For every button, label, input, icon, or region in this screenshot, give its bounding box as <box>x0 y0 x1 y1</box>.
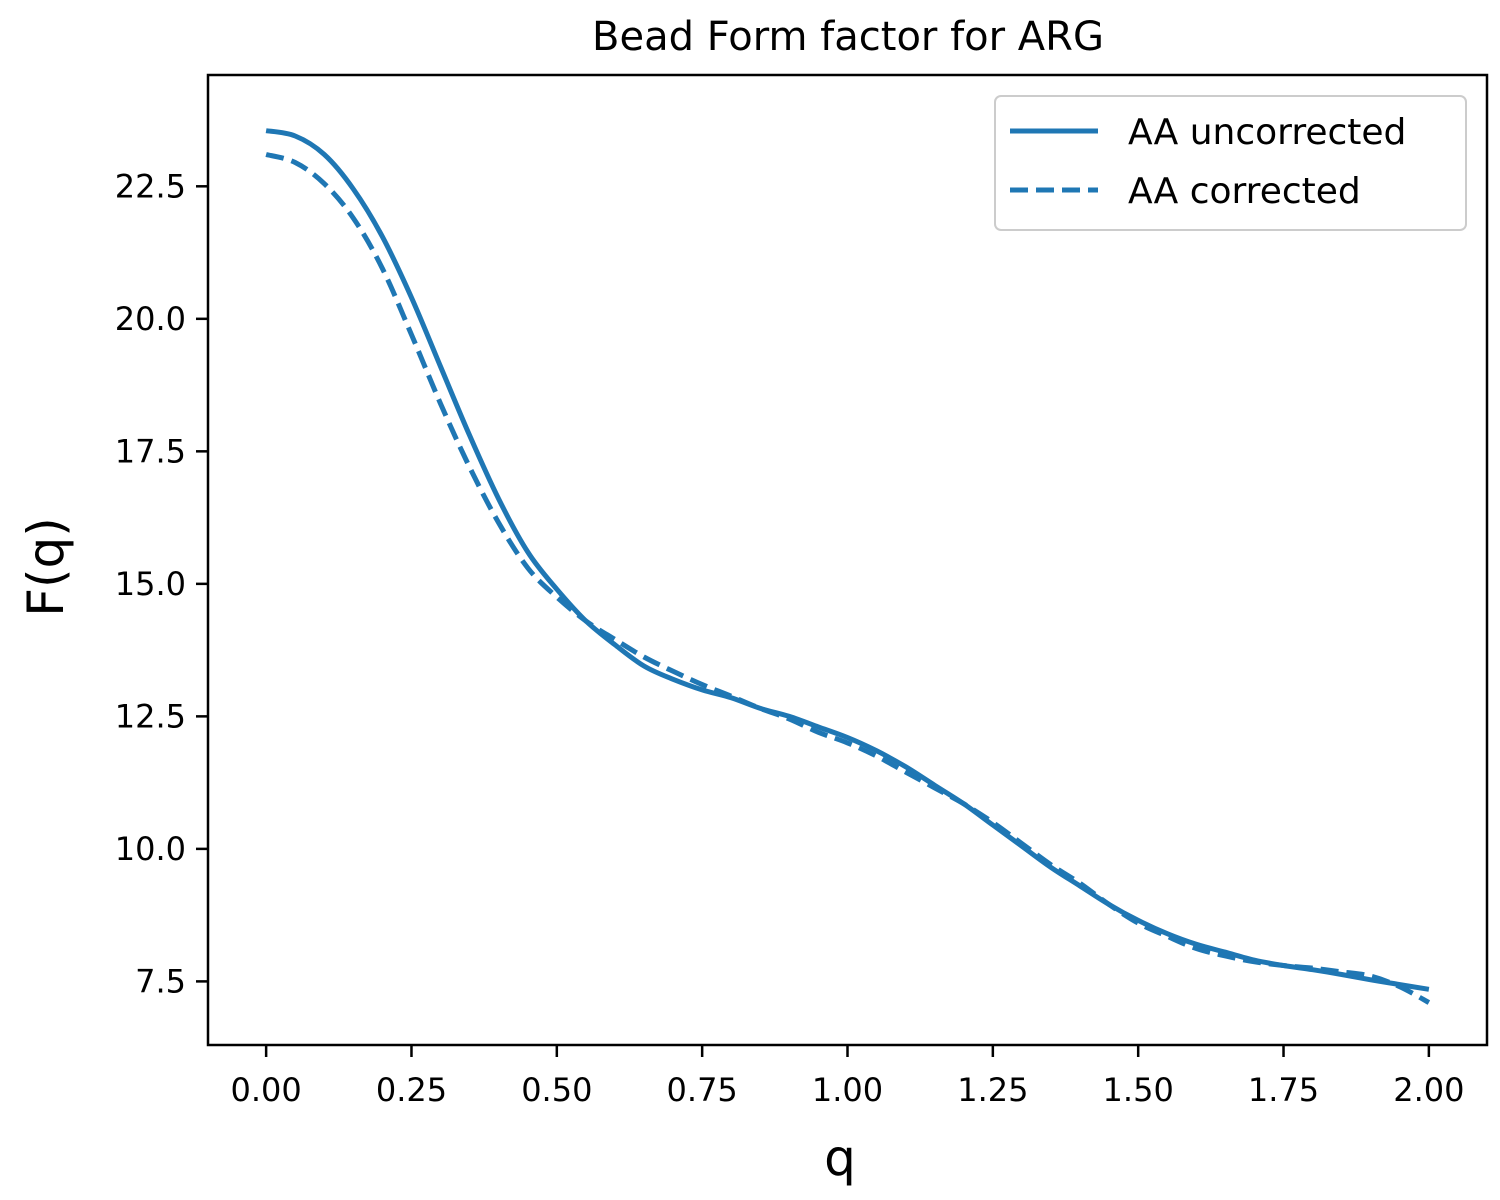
legend-box <box>994 95 1467 231</box>
y-tick-label: 20.0 <box>115 300 186 338</box>
y-tick-label: 12.5 <box>115 697 186 735</box>
x-tick-label: 0.25 <box>376 1071 447 1109</box>
x-tick-label: 0.50 <box>521 1071 592 1109</box>
y-tick-label: 10.0 <box>115 830 186 868</box>
x-tick-label: 1.50 <box>1103 1071 1174 1109</box>
series-line-uncorrected <box>265 128 1430 992</box>
y-tick-label: 7.5 <box>135 962 186 1000</box>
series-layer <box>265 128 1431 1005</box>
y-tick-label: 15.0 <box>115 565 186 603</box>
x-axis-label: q <box>824 1129 856 1187</box>
legend-label-uncorrected: AA uncorrected <box>1128 112 1406 153</box>
y-axis-label: F(q) <box>17 517 75 617</box>
x-tick-label: 1.00 <box>812 1071 883 1109</box>
x-tick-label: 2.00 <box>1393 1071 1464 1109</box>
y-tick-label: 22.5 <box>115 167 186 205</box>
legend: AA uncorrected AA corrected <box>994 95 1467 231</box>
x-tick-label: 1.75 <box>1248 1071 1319 1109</box>
legend-label-corrected: AA corrected <box>1128 171 1361 212</box>
y-axis-ticks: 7.5 10.0 12.5 15.0 17.5 20.0 22.5 <box>115 167 208 1000</box>
x-tick-label: 0.75 <box>667 1071 738 1109</box>
x-tick-label: 1.25 <box>957 1071 1028 1109</box>
x-tick-label: 0.00 <box>231 1071 302 1109</box>
series-line-corrected <box>265 152 1431 1005</box>
y-tick-label: 17.5 <box>115 432 186 470</box>
chart-title: Bead Form factor for ARG <box>592 14 1104 60</box>
x-axis-ticks: 0.00 0.25 0.50 0.75 1.00 1.25 1.50 1.75 2.00 <box>231 1045 1464 1109</box>
